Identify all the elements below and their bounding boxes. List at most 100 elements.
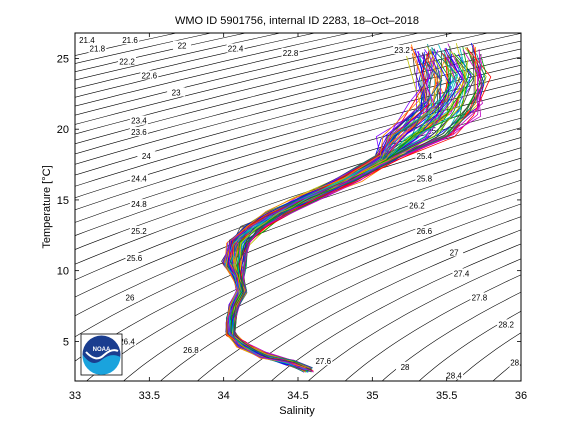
y-tick-label-2: 15 xyxy=(57,195,69,207)
density-contour-18 xyxy=(75,99,521,236)
x-tick-label-0: 33 xyxy=(69,390,81,402)
density-contour-27 xyxy=(123,191,521,381)
contour-label-31: 28.4 xyxy=(446,371,462,380)
contour-label-0: 21.4 xyxy=(79,36,95,45)
contour-label-27: 27.6 xyxy=(315,357,331,366)
contour-label-bg-24 xyxy=(181,344,200,354)
contour-label-16: 25.2 xyxy=(131,227,147,236)
density-contour-28 xyxy=(160,203,521,381)
contour-label-bg-21 xyxy=(407,200,426,210)
x-tick-label-1: 33.5 xyxy=(139,390,160,402)
density-contour-7 xyxy=(75,33,421,116)
density-contour-39 xyxy=(560,26,576,388)
profile-line-79 xyxy=(233,53,486,369)
x-tick-label-4: 35 xyxy=(366,390,378,402)
x-tick-label-6: 36 xyxy=(515,390,527,402)
profile-line-68 xyxy=(222,57,426,369)
contour-label-9: 23.2 xyxy=(394,46,410,55)
density-contour-19 xyxy=(75,108,521,250)
profile-line-73 xyxy=(224,56,433,371)
density-contour-23 xyxy=(75,147,521,317)
density-contours xyxy=(75,26,576,388)
contour-label-14: 24.8 xyxy=(131,200,147,209)
profile-line-78 xyxy=(227,49,438,371)
x-tick-label-5: 35.5 xyxy=(436,390,457,402)
density-contour-34 xyxy=(381,291,521,381)
y-tick-label-1: 10 xyxy=(57,266,69,278)
profile-lines xyxy=(221,42,492,373)
density-contour-15 xyxy=(75,73,521,199)
contour-label-13: 24.4 xyxy=(131,175,147,184)
contour-label-12: 24 xyxy=(142,152,151,161)
contour-label-17: 25.4 xyxy=(417,152,433,161)
density-contour-17 xyxy=(75,90,521,223)
x-tick-label-3: 34.5 xyxy=(287,390,308,402)
x-axis-label: Salinity xyxy=(279,405,315,417)
density-contour-16 xyxy=(75,81,521,211)
density-contour-25 xyxy=(75,168,521,362)
contour-label-4: 22.2 xyxy=(119,57,135,66)
density-contour-32 xyxy=(307,258,521,381)
contour-label-bg-28 xyxy=(470,292,489,302)
profile-line-77 xyxy=(225,44,425,368)
contour-label-bg-7 xyxy=(281,47,300,57)
contour-label-6: 22.6 xyxy=(142,71,158,80)
y-tick-label-0: 5 xyxy=(63,336,69,348)
density-contour-13 xyxy=(75,56,521,176)
contour-label-bg-3 xyxy=(173,40,192,50)
y-tick-label-4: 25 xyxy=(57,53,69,65)
density-contour-9 xyxy=(75,33,490,135)
density-contour-labels: 21.4 21.6 21.8 22 22.2 22.4 22.6 22.8 23 23.2 23.4… xyxy=(77,35,526,380)
density-contour-14 xyxy=(75,64,521,187)
density-contour-35 xyxy=(418,310,521,381)
density-contour-4 xyxy=(75,33,317,89)
contour-label-bg-16 xyxy=(129,226,148,236)
contour-label-18: 25.6 xyxy=(127,254,143,263)
density-contour-5 xyxy=(75,33,351,98)
y-axis: 5 10 15 20 25 xyxy=(57,53,521,348)
contour-label-bg-5 xyxy=(226,43,245,53)
contour-label-bg-19 xyxy=(415,173,434,183)
contour-label-3: 22 xyxy=(178,42,187,51)
contour-label-bg-2 xyxy=(88,43,107,53)
contour-label-26: 27.4 xyxy=(454,269,470,278)
y-tick-label-3: 20 xyxy=(57,124,69,136)
contour-label-bg-18 xyxy=(125,252,144,262)
logo-text: NOAA xyxy=(93,347,111,353)
contour-label-15: 25 xyxy=(427,127,436,136)
density-contour-24 xyxy=(75,157,521,338)
contour-label-bg-26 xyxy=(452,268,471,278)
contour-label-20: 26 xyxy=(126,294,135,303)
contour-label-bg-20 xyxy=(121,292,140,302)
contour-label-bg-27 xyxy=(314,356,333,366)
contour-label-bg-12 xyxy=(137,151,156,161)
contour-label-22: 26.4 xyxy=(119,337,135,346)
contour-label-2: 21.8 xyxy=(90,45,106,54)
profile-line-42 xyxy=(233,47,492,372)
contour-label-24: 26.8 xyxy=(183,346,199,355)
contour-label-bg-25 xyxy=(445,247,464,257)
density-contour-8 xyxy=(75,33,455,125)
x-axis: 33 33.5 34 34.5 35 35.5 36 xyxy=(69,33,527,402)
density-contour-30 xyxy=(233,229,521,381)
contour-label-32: 28.6 xyxy=(510,359,526,368)
contour-label-10: 23.4 xyxy=(131,117,147,126)
density-contour-33 xyxy=(344,274,521,381)
density-contour-21 xyxy=(75,127,521,281)
contour-label-bg-17 xyxy=(415,151,434,161)
x-tick-label-2: 34 xyxy=(218,390,230,402)
contour-label-1: 21.6 xyxy=(122,36,138,45)
contour-label-11: 23.6 xyxy=(131,128,147,137)
contour-label-bg-31 xyxy=(445,370,464,380)
contour-label-bg-22 xyxy=(118,336,137,346)
density-contour-11 xyxy=(75,40,521,155)
density-contour-6 xyxy=(75,33,386,107)
contour-label-25: 27 xyxy=(450,248,459,257)
contour-label-bg-8 xyxy=(167,87,186,97)
contour-label-bg-11 xyxy=(129,127,148,137)
y-axis-label: Temperature [°C] xyxy=(41,165,53,248)
contour-label-bg-32 xyxy=(509,357,521,367)
contour-label-28: 27.8 xyxy=(472,294,488,303)
contour-label-bg-1 xyxy=(121,35,140,45)
